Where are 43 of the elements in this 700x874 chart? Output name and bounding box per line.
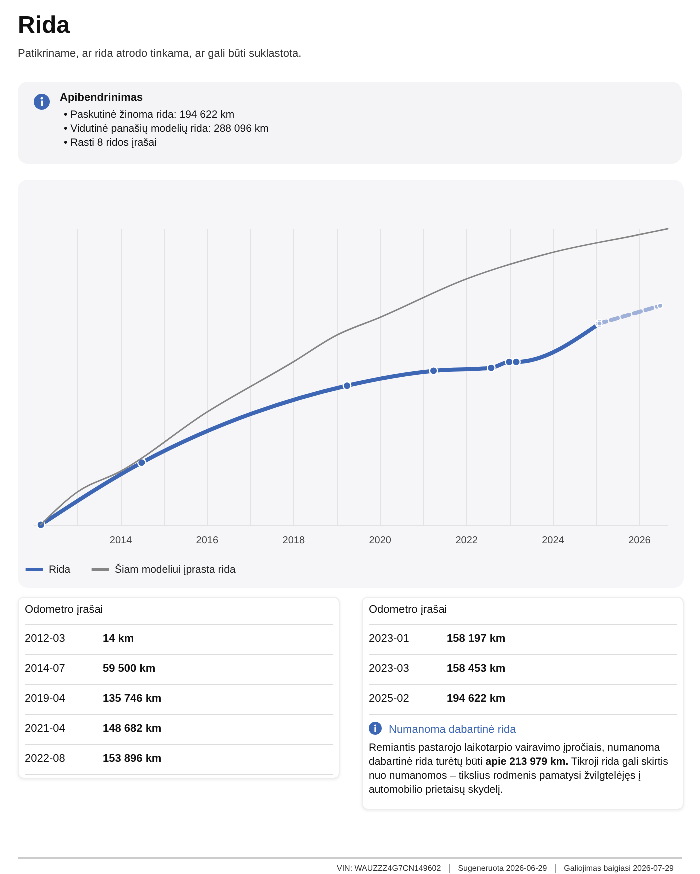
text: 2023-01	[369, 632, 410, 647]
text: 2025-02	[369, 692, 410, 707]
text: 2022-08	[25, 752, 66, 767]
text: Odometro įrašai	[369, 598, 677, 625]
x-tick-label: 2022	[456, 536, 478, 546]
text: Numanoma dabartinė rida	[388, 723, 518, 737]
legend-label: Šiam modeliui įprasta rida	[115, 562, 236, 576]
text: apie 213 979 km.	[486, 756, 569, 768]
text: 2023-03	[369, 662, 410, 677]
text: Odometro įrašai	[25, 598, 333, 625]
text: Sugeneruota 2026-06-29	[449, 864, 556, 873]
text: 194 622 km	[447, 692, 506, 707]
text: 2012-03	[25, 632, 66, 647]
text: 158 197 km	[447, 632, 506, 647]
text: • Paskutinė žinoma rida: 194 622 km	[64, 108, 236, 122]
x-tick-label: 2024	[542, 536, 565, 546]
text: Apibendrinimas	[60, 92, 144, 104]
text: 135 746 km	[103, 692, 162, 707]
text: 59 500 km	[103, 662, 156, 677]
text: 153 896 km	[103, 752, 162, 767]
x-tick-label: 2026	[628, 536, 652, 546]
x-tick-label: 2016	[196, 536, 219, 546]
text: • Vidutinė panašių modelių rida: 288 096 km	[64, 122, 269, 136]
chart-title: Rida	[18, 12, 70, 40]
point	[512, 358, 521, 367]
x-tick-label: 2014	[110, 536, 133, 546]
text: 148 682 km	[103, 722, 162, 737]
text: 158 453 km	[447, 662, 506, 677]
text: • Rasti 8 ridos įrašai	[64, 136, 158, 150]
text: Galiojimas baigiasi 2026-07-29	[555, 864, 682, 873]
chart-subtitle: Patikriname, ar rida atrodo tinkama, ar gali būti suklastota.	[18, 48, 302, 60]
text: 2021-04	[25, 722, 66, 737]
text: VIN: WAUZZZ4G7CN149602	[336, 864, 442, 873]
x-tick-label: 2018	[282, 536, 306, 546]
point	[429, 366, 438, 376]
point	[342, 381, 352, 390]
text: 14 km	[103, 632, 134, 647]
legend-label: Rida	[49, 564, 71, 576]
x-tick-label: 2020	[369, 536, 392, 546]
text: 2014-07	[25, 662, 66, 677]
point	[486, 364, 496, 373]
point	[657, 302, 664, 310]
text: 2019-04	[25, 692, 66, 707]
